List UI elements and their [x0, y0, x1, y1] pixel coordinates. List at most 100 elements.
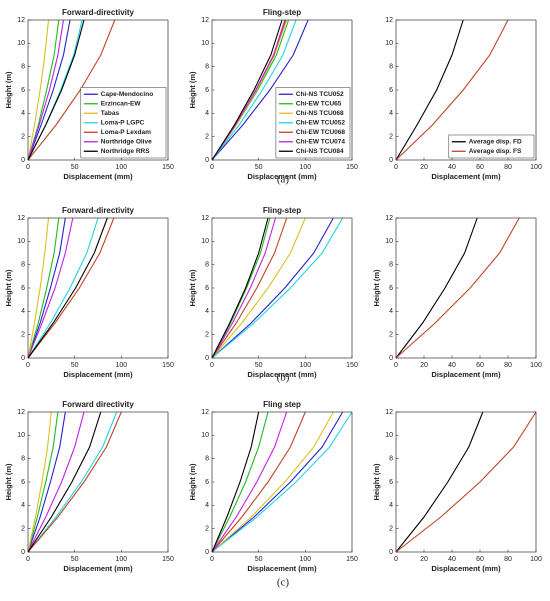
data-line — [211, 217, 334, 359]
x-tick-label: 50 — [255, 362, 263, 369]
y-tick-label: 6 — [205, 479, 209, 486]
legend-label: Chi-NS TCU068 — [296, 110, 344, 117]
data-line — [211, 217, 344, 359]
y-tick-label: 8 — [21, 456, 25, 463]
y-tick-label: 0 — [205, 549, 209, 556]
data-line — [211, 217, 269, 359]
x-tick-label: 150 — [162, 556, 174, 563]
y-tick-label: 8 — [389, 262, 393, 269]
plot-area — [28, 218, 168, 358]
legend-label: Chi-NS TCU084 — [296, 148, 344, 155]
plot-frame — [395, 19, 537, 161]
legend-box — [448, 134, 535, 159]
caption: (c) — [277, 577, 290, 589]
x-tick-label: 80 — [504, 164, 512, 171]
x-axis-label: Displacement (mm) — [431, 172, 501, 181]
legend-label: Tabas — [101, 110, 120, 117]
y-tick-label: 12 — [385, 215, 393, 222]
x-tick-label: 150 — [346, 362, 358, 369]
x-tick-label: 80 — [504, 556, 512, 563]
data-line — [395, 411, 484, 553]
data-line — [395, 217, 520, 359]
y-tick-label: 0 — [205, 355, 209, 362]
plot-frame — [395, 217, 537, 359]
y-tick-label: 2 — [389, 134, 393, 141]
legend-label: Loma-P LGPC — [101, 119, 145, 126]
y-axis-label: Height (m) — [4, 463, 13, 501]
x-tick-label: 150 — [346, 164, 358, 171]
data-line — [27, 411, 122, 553]
y-tick-label: 4 — [205, 110, 209, 117]
x-tick-label: 20 — [420, 164, 428, 171]
plot-frame — [27, 411, 169, 553]
data-line — [211, 19, 309, 161]
legend-label: Average disp. FS — [469, 148, 522, 155]
x-tick-label: 40 — [448, 362, 456, 369]
y-tick-label: 4 — [205, 308, 209, 315]
data-line — [395, 217, 478, 359]
y-tick-label: 2 — [389, 526, 393, 533]
y-tick-label: 12 — [385, 409, 393, 416]
y-tick-label: 4 — [21, 502, 25, 509]
data-line — [27, 411, 66, 553]
plot-frame — [211, 411, 353, 553]
y-tick-label: 0 — [389, 157, 393, 164]
legend: Cape-Mendocino Erzincan-EW Tabas Loma-P LGP… — [80, 87, 167, 159]
y-tick-label: 10 — [17, 238, 25, 245]
data-line — [211, 217, 306, 359]
y-tick-label: 10 — [17, 40, 25, 47]
legend-label: Chi-NS TCU052 — [296, 91, 344, 98]
x-tick-label: 100 — [530, 362, 542, 369]
y-tick-label: 6 — [21, 479, 25, 486]
data-line — [211, 217, 276, 359]
chart-title: Forward-directivity — [62, 8, 135, 17]
data-line — [211, 19, 297, 161]
x-tick-label: 50 — [71, 164, 79, 171]
x-tick-label: 0 — [394, 556, 398, 563]
y-tick-label: 6 — [205, 87, 209, 94]
y-tick-label: 10 — [385, 432, 393, 439]
y-tick-label: 0 — [21, 355, 25, 362]
data-line — [211, 411, 344, 553]
y-tick-label: 0 — [389, 355, 393, 362]
data-line — [27, 217, 74, 359]
data-line — [27, 19, 60, 161]
x-tick-label: 100 — [115, 362, 127, 369]
y-tick-label: 12 — [385, 17, 393, 24]
x-axis-label: Displacement (mm) — [431, 564, 501, 573]
x-axis-label: Displacement (mm) — [247, 564, 317, 573]
y-tick-label: 2 — [205, 526, 209, 533]
plot-frame — [395, 411, 537, 553]
legend: Chi-NS TCU052 Chi-EW TCU65 Chi-NS TCU068 Ch… — [275, 87, 351, 159]
data-line — [395, 411, 537, 553]
y-tick-label: 12 — [17, 17, 25, 24]
data-line — [211, 411, 353, 553]
x-tick-label: 150 — [162, 362, 174, 369]
data-line — [27, 217, 99, 359]
y-tick-label: 8 — [205, 64, 209, 71]
y-tick-label: 6 — [389, 285, 393, 292]
y-tick-label: 4 — [389, 308, 393, 315]
x-tick-label: 50 — [71, 556, 79, 563]
y-tick-label: 8 — [389, 456, 393, 463]
chart-title: Fling step — [263, 400, 301, 409]
data-line — [27, 411, 118, 553]
chart-title: Forward directivity — [62, 400, 134, 409]
x-axis-label: Displacement (mm) — [247, 370, 317, 379]
x-tick-label: 0 — [394, 362, 398, 369]
data-line — [27, 19, 65, 161]
data-line — [211, 411, 260, 553]
data-line — [27, 19, 116, 161]
legend-label: Northridge Olive — [101, 138, 152, 145]
x-tick-label: 100 — [299, 556, 311, 563]
data-line — [211, 411, 288, 553]
y-tick-label: 10 — [201, 432, 209, 439]
plot-frame — [27, 217, 169, 359]
legend-label: Erzincan-EW — [101, 100, 142, 107]
y-tick-label: 10 — [385, 238, 393, 245]
data-line — [211, 217, 271, 359]
plot-frame — [27, 19, 169, 161]
y-tick-label: 0 — [389, 549, 393, 556]
y-axis-label: Height (m) — [188, 269, 197, 307]
x-tick-label: 0 — [26, 556, 30, 563]
